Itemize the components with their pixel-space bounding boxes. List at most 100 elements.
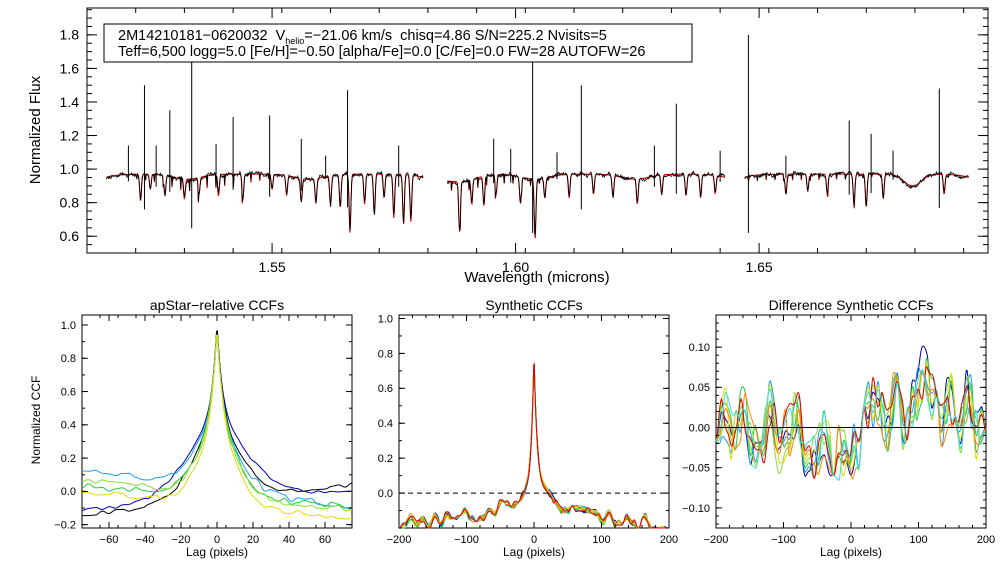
x-tick-label: 0	[848, 534, 854, 546]
synthetic-ccf-xlabel: Lag (pixels)	[503, 545, 565, 559]
difference-ccf-xlabel: Lag (pixels)	[820, 545, 882, 559]
apstar-ccf-xlabel: Lag (pixels)	[186, 545, 248, 559]
spectrum-series	[106, 34, 969, 239]
spectrum-observed-line	[744, 170, 969, 207]
apstar-ccf-line-visit3	[81, 334, 353, 509]
y-tick-label: 0.2	[378, 453, 393, 465]
apstar-ccf-line-combined	[81, 330, 353, 517]
y-tick-label: −0.05	[682, 463, 710, 475]
spectrum-model-line	[447, 173, 726, 239]
y-tick-label: 1.8	[60, 27, 80, 43]
x-tick-label: −200	[387, 534, 412, 546]
spectrum-observed-line	[106, 170, 424, 231]
apstar-ccf-series	[81, 330, 353, 520]
x-tick-label: −200	[704, 534, 729, 546]
x-tick-label: −20	[172, 534, 191, 546]
spectrum-panel: 1.55 1.60 1.65 0.6 0.8 1.0 1.2 1.4 1.6 1.8 Normal…	[27, 7, 989, 286]
annotation-vhelio-value: =−21.06 km/s	[304, 28, 392, 44]
synthetic-ccf-axes: −200 −100 0 100 200 0.0 0.2 0.4 0.6 0.8 1.0	[378, 313, 678, 546]
apstar-ccf-line-visit2	[81, 336, 353, 510]
y-tick-label: −0.10	[682, 503, 710, 515]
difference-ccf-series	[715, 345, 987, 481]
apstar-ccf-ylabel: Normalized CCF	[29, 376, 43, 465]
annotation-stats: chisq=4.86 S/N=225.2 Nvisits=5	[400, 28, 607, 44]
synthetic-ccf-line-visit5	[399, 362, 669, 529]
y-tick-label: 0.0	[61, 486, 76, 498]
synthetic-ccf-title: Synthetic CCFs	[485, 297, 582, 313]
synthetic-ccf-line-combined	[399, 362, 669, 529]
x-tick-label: 1.65	[745, 259, 772, 275]
spectrum-model-line	[744, 172, 969, 209]
synthetic-ccf-line-visit6	[399, 362, 669, 529]
x-tick-label: 1.60	[502, 259, 529, 275]
synthetic-ccf-panel: Synthetic CCFs −200 −100 0 100 200 0.0 0.2 0.4 0…	[378, 297, 678, 559]
y-tick-label: 0.2	[61, 453, 76, 465]
apstar-ccf-line-visit1	[81, 334, 353, 512]
apstar-ccf-title: apStar−relative CCFs	[150, 297, 284, 313]
spectrum-ylabel: Normalized Flux	[27, 75, 44, 184]
synthetic-ccf-line-visit4	[399, 362, 669, 529]
x-tick-label: 60	[319, 534, 331, 546]
y-tick-label: 1.4	[60, 94, 80, 110]
difference-ccf-panel: Difference Synthetic CCFs −200 −100 0 100 20…	[682, 297, 995, 559]
difference-ccf-title: Difference Synthetic CCFs	[769, 297, 934, 313]
x-tick-label: −100	[454, 534, 479, 546]
x-tick-label: −40	[136, 534, 155, 546]
synthetic-ccf-series	[399, 362, 670, 529]
y-tick-label: 0.8	[378, 348, 393, 360]
x-tick-label: −100	[771, 534, 796, 546]
apstar-ccf-axes: −60 −40 −20 0 20 40 60 −0.2 0.0 0.2 0.4 0.6 0.8 1.0	[54, 315, 353, 546]
apstar-ccf-panel: apStar−relative CCFs −60 −40 −20 0 20 40 60 −0.…	[29, 297, 353, 559]
difference-ccf-line-visit7	[715, 365, 987, 480]
x-tick-label: 0	[214, 534, 220, 546]
y-tick-label: 0.8	[60, 195, 80, 211]
spectrum-xlabel: Wavelength (microns)	[464, 269, 609, 286]
apstar-ccf-line-visit4	[82, 335, 353, 512]
annotation-line-2: Teff=6,500 logg=5.0 [Fe/H]=−0.50 [alpha/…	[118, 44, 645, 60]
y-tick-label: 0.6	[60, 228, 80, 244]
synthetic-ccf-line-visit1	[399, 362, 669, 529]
y-tick-label: −0.2	[54, 520, 76, 532]
annotation-vhelio-label: V	[276, 28, 286, 44]
synthetic-ccf-line-visit7	[399, 362, 669, 529]
y-tick-label: 0.0	[378, 488, 393, 500]
annotation-vhelio-sub: helio	[285, 36, 304, 46]
apstar-ccf-frame	[81, 314, 353, 529]
y-tick-label: 0.4	[61, 420, 76, 432]
spectrum-frame	[86, 7, 989, 254]
x-tick-label: 100	[909, 534, 927, 546]
difference-ccf-line-visit5	[715, 361, 987, 478]
annotation-line-1: 2M14210181−0620032 Vhelio=−21.06 km/s chis…	[118, 28, 607, 46]
synthetic-ccf-line-visit3	[399, 362, 669, 529]
x-tick-label: 200	[660, 534, 678, 546]
x-tick-label: 1.55	[258, 259, 285, 275]
spectrum-annotation-box: 2M14210181−0620032 Vhelio=−21.06 km/s chis…	[103, 23, 693, 63]
y-tick-label: 0.8	[61, 353, 76, 365]
y-tick-label: 1.6	[60, 60, 80, 76]
difference-ccf-line-visit8	[715, 368, 987, 481]
x-tick-label: 20	[247, 534, 259, 546]
annotation-star-id: 2M14210181−0620032	[118, 28, 268, 44]
y-tick-label: 0.05	[689, 382, 710, 394]
y-tick-label: 1.2	[60, 127, 80, 143]
x-tick-label: 200	[977, 534, 995, 546]
x-tick-label: 0	[531, 534, 537, 546]
y-tick-label: 0.4	[378, 418, 393, 430]
y-tick-label: 0.6	[61, 386, 76, 398]
annotation-box-frame	[103, 23, 693, 63]
synthetic-ccf-line-visit2	[399, 362, 670, 529]
y-tick-label: 1.0	[378, 313, 393, 325]
y-tick-label: 0.10	[689, 342, 710, 354]
y-tick-label: 1.0	[61, 320, 76, 332]
difference-ccf-axes: −200 −100 0 100 200 −0.10 −0.05 0.00 0.05 0.10	[682, 314, 995, 546]
x-tick-label: 100	[592, 534, 610, 546]
spectrum-axes: 1.55 1.60 1.65 0.6 0.8 1.0 1.2 1.4 1.6 1.8	[60, 8, 988, 275]
y-tick-label: 0.00	[689, 422, 710, 434]
spectrum-observed-line	[447, 170, 726, 235]
y-tick-label: 0.6	[378, 383, 393, 395]
x-tick-label: −60	[100, 534, 119, 546]
apstar-ccf-line-visit5	[81, 334, 353, 520]
y-tick-label: 1.0	[60, 161, 80, 177]
